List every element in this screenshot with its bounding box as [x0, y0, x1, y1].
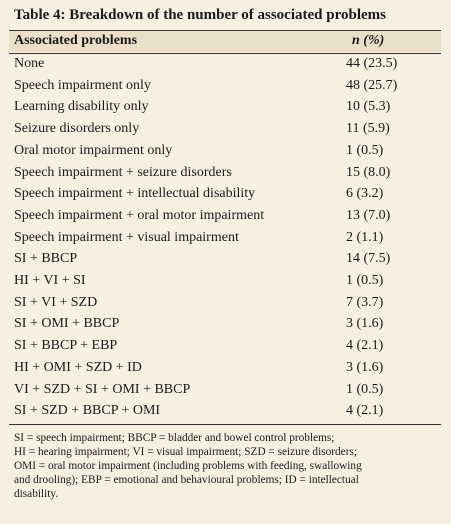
footnote-line: OMI = oral motor impairment (including p…	[14, 460, 362, 472]
footnote-line: disability.	[14, 488, 59, 500]
row-label: SI + SZD + BBCP + OMI	[14, 403, 161, 419]
row-label: None	[14, 56, 45, 71]
row-label: SI + BBCP + EBP	[14, 338, 118, 354]
footnote-line: HI = hearing impairment; VI = visual imp…	[14, 446, 357, 458]
row-label: Speech impairment only	[14, 77, 151, 93]
row-value: 1 (0.5)	[346, 142, 384, 158]
rule	[9, 53, 441, 54]
row-value: 15 (8.0)	[346, 164, 391, 180]
row-value: 3 (1.6)	[346, 359, 384, 375]
row-value: 44 (23.5)	[346, 56, 398, 71]
row-value: 1 (0.5)	[346, 381, 384, 397]
row-label: Speech impairment + intellectual disabil…	[14, 186, 256, 202]
row-label: VI + SZD + SI + OMI + BBCP	[14, 381, 191, 397]
row-value: 13 (7.0)	[346, 207, 391, 223]
column-header: Associated problems	[14, 33, 138, 48]
row-label: Seizure disorders only	[14, 121, 140, 137]
row-label: SI + VI + SZD	[14, 294, 98, 310]
row-value: 2 (1.1)	[346, 229, 384, 245]
row-value: 48 (25.7)	[346, 77, 398, 93]
footnote-line: SI = speech impairment; BBCP = bladder a…	[14, 432, 335, 444]
row-label: Speech impairment + seizure disorders	[14, 164, 232, 180]
row-value: 4 (2.1)	[346, 403, 384, 419]
table-title: Table 4: Breakdown of the number of asso…	[14, 7, 386, 23]
row-value: 6 (3.2)	[346, 186, 384, 202]
row-value: 1 (0.5)	[346, 273, 384, 288]
header-band	[9, 31, 441, 52]
row-label: Oral motor impairment only	[14, 142, 173, 158]
row-value: 10 (5.3)	[346, 99, 391, 115]
row-label: HI + OMI + SZD + ID	[14, 359, 142, 375]
footnote-line: and drooling); EBP = emotional and behav…	[14, 474, 359, 486]
row-value: 14 (7.5)	[346, 251, 391, 267]
row-label: SI + BBCP	[14, 251, 78, 267]
row-value: 4 (2.1)	[346, 338, 384, 354]
row-value: 3 (1.6)	[346, 316, 384, 332]
row-label: Learning disability only	[14, 99, 149, 115]
row-value: 11 (5.9)	[346, 121, 390, 137]
rule	[9, 424, 441, 425]
column-header: n (%)	[352, 33, 385, 48]
row-label: Speech impairment + visual impairment	[14, 229, 239, 245]
rule	[9, 30, 441, 31]
row-label: Speech impairment + oral motor impairmen…	[14, 207, 265, 223]
row-label: SI + OMI + BBCP	[14, 316, 120, 332]
row-value: 7 (3.7)	[346, 294, 384, 310]
row-label: HI + VI + SI	[14, 273, 86, 288]
